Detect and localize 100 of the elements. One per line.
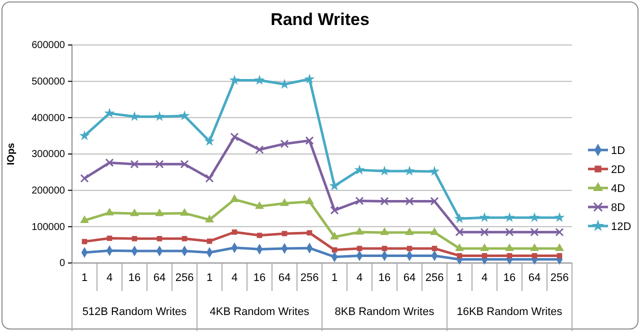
point: [379, 166, 390, 176]
x-tick-label: 4: [231, 272, 238, 284]
point: [454, 213, 465, 224]
point: [130, 160, 139, 168]
x-tick-label: 64: [278, 272, 291, 284]
y-tick-label: 300000: [32, 149, 66, 160]
x-tick-label: 4: [106, 272, 113, 284]
point: [504, 212, 515, 222]
point: [130, 208, 139, 216]
point: [305, 196, 314, 204]
point: [180, 160, 189, 168]
x-tick-label: 16: [128, 272, 141, 284]
y-tick-label: 0: [59, 258, 66, 270]
legend-label: 12D: [611, 221, 632, 233]
x-tick-label: 1: [206, 272, 213, 284]
point: [479, 212, 490, 222]
point: [555, 228, 564, 236]
point: [529, 212, 540, 222]
point: [180, 208, 189, 216]
text: 512B Random Writes: [82, 306, 188, 318]
x-tick-label: 16: [378, 272, 391, 284]
x-tick-label: 1: [331, 272, 338, 284]
y-tick-label: 500000: [32, 76, 66, 88]
point: [380, 227, 389, 236]
legend-label: 4D: [611, 183, 626, 195]
x-tick-label: 64: [403, 272, 416, 284]
point: [380, 196, 389, 206]
y-tick-label: 100000: [32, 222, 66, 233]
point: [554, 212, 565, 222]
point: [405, 227, 414, 236]
point: [206, 238, 212, 244]
x-tick-label: 256: [175, 272, 194, 284]
point: [305, 136, 314, 145]
point: [255, 201, 264, 209]
x-tick-label: 1: [81, 272, 88, 284]
x-tick-label: 256: [300, 272, 319, 284]
point: [330, 206, 339, 215]
point: [530, 243, 539, 252]
point: [254, 74, 265, 85]
point: [430, 227, 439, 236]
point: [154, 111, 165, 122]
point: [229, 74, 240, 85]
y-tick-label: 200000: [32, 186, 66, 197]
point: [429, 166, 440, 176]
point: [329, 180, 340, 190]
point: [204, 136, 215, 146]
legend-label: 8D: [611, 202, 626, 214]
point: [106, 236, 112, 241]
point: [304, 74, 315, 84]
point: [105, 158, 114, 167]
point: [80, 174, 89, 183]
point: [280, 198, 289, 206]
point: [132, 236, 138, 242]
point: [455, 228, 464, 236]
point: [355, 227, 364, 235]
point: [182, 236, 188, 242]
point: [306, 230, 312, 236]
point: [405, 196, 414, 206]
y-tick-label: 400000: [32, 112, 66, 124]
x-tick-label: 64: [153, 272, 166, 284]
point: [255, 145, 264, 154]
point: [482, 253, 488, 258]
point: [179, 110, 190, 120]
point: [280, 140, 289, 148]
point: [105, 208, 114, 216]
text: 4KB Random Writes: [210, 306, 310, 318]
x-tick-label: 256: [425, 272, 444, 284]
point: [129, 111, 140, 122]
y-tick-label: 600000: [32, 40, 66, 52]
point: [80, 215, 89, 224]
point: [205, 214, 214, 222]
point: [555, 243, 564, 252]
point: [104, 108, 115, 118]
text: 16KB Random Writes: [456, 306, 563, 318]
point: [79, 130, 90, 140]
point: [330, 232, 339, 240]
point: [505, 243, 514, 252]
point: [506, 253, 512, 258]
point: [556, 253, 562, 258]
point: [354, 164, 365, 174]
point: [230, 132, 239, 142]
legend-label: 2D: [611, 164, 626, 176]
x-tick-label: 64: [528, 272, 541, 284]
point: [505, 228, 514, 236]
chart-title: Rand Writes: [270, 10, 370, 29]
point: [530, 228, 539, 236]
legend-label: 1D: [611, 145, 626, 157]
point: [205, 174, 214, 183]
x-tick-label: 1: [456, 272, 463, 284]
point: [480, 228, 489, 236]
point: [532, 253, 538, 258]
text: 8KB Random Writes: [334, 306, 435, 318]
x-tick-label: 4: [356, 272, 363, 284]
point: [480, 243, 489, 252]
point: [232, 229, 238, 235]
point: [155, 208, 164, 216]
y-axis-title: IOps: [6, 142, 17, 166]
x-tick-label: 16: [503, 272, 516, 284]
point: [355, 196, 364, 206]
point: [230, 194, 239, 202]
